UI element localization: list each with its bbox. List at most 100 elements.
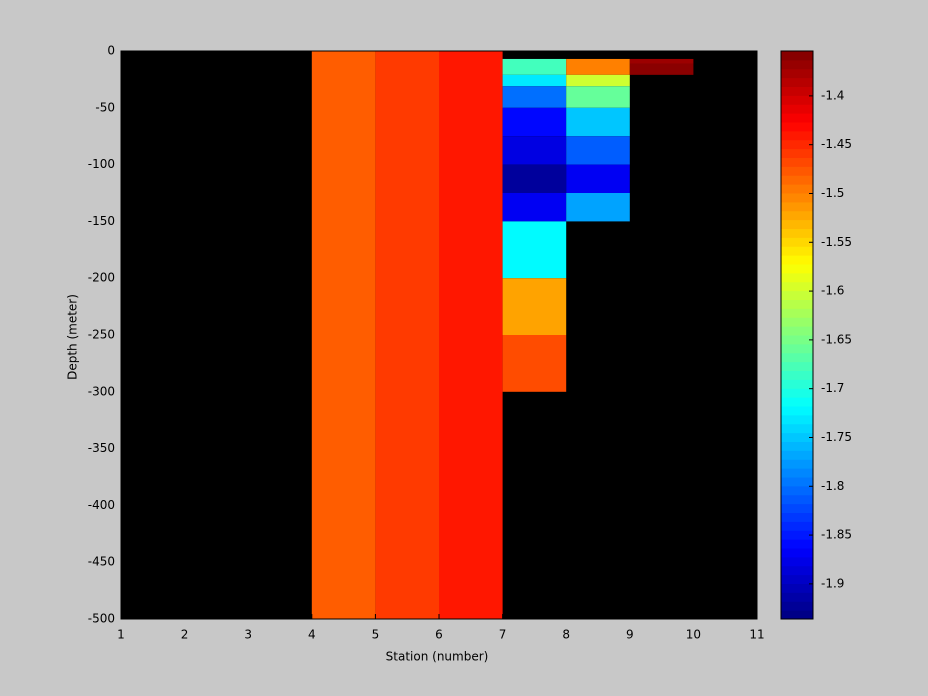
colorbar-swatch xyxy=(781,397,813,407)
colorbar-swatch xyxy=(781,494,813,505)
heat-cell xyxy=(629,58,694,64)
colorbar-swatch xyxy=(781,210,813,221)
y-axis-label: Depth (meter) xyxy=(66,294,80,380)
x-tick-label: 6 xyxy=(435,628,443,642)
colorbar-swatch xyxy=(781,148,813,158)
heat-cell xyxy=(502,193,567,222)
heat-cell xyxy=(566,107,630,137)
colorbar-tick-label: -1.6 xyxy=(821,284,844,298)
heat-cell xyxy=(566,136,630,165)
colorbar-swatch xyxy=(781,68,813,79)
colorbar-swatch xyxy=(781,521,813,531)
heat-cell xyxy=(439,51,503,619)
colorbar-swatch xyxy=(781,548,813,558)
colorbar-tick-label: -1.5 xyxy=(821,186,844,200)
x-tick-label: 9 xyxy=(626,628,634,642)
colorbar-tick-label: -1.8 xyxy=(821,479,844,493)
heat-cell xyxy=(566,74,630,87)
x-tick-label: 11 xyxy=(749,628,764,642)
colorbar-swatch xyxy=(781,530,813,540)
y-tick-label: -50 xyxy=(95,100,115,114)
colorbar-swatch xyxy=(781,326,813,336)
colorbar-swatch xyxy=(781,308,813,318)
heat-cell xyxy=(502,58,567,75)
x-tick-label: 8 xyxy=(562,628,570,642)
colorbar-tick-label: -1.4 xyxy=(821,88,844,102)
colorbar-swatch xyxy=(781,184,813,194)
x-tick-label: 4 xyxy=(308,628,316,642)
colorbar-swatch xyxy=(781,175,813,185)
colorbar-swatch xyxy=(781,139,813,150)
colorbar-tick-label: -1.75 xyxy=(821,430,852,444)
colorbar-swatch xyxy=(781,246,813,256)
colorbar-swatch xyxy=(781,361,813,371)
colorbar-swatch xyxy=(781,477,813,487)
colorbar-frame xyxy=(780,50,814,620)
colorbar-tick-label: -1.65 xyxy=(821,332,852,346)
colorbar-swatch xyxy=(781,370,813,380)
x-tick-label: 1 xyxy=(117,628,125,642)
colorbar-swatch xyxy=(781,317,813,327)
heat-cell xyxy=(502,74,567,87)
colorbar-tick-label: -1.7 xyxy=(821,381,844,395)
heat-cell xyxy=(629,63,694,75)
colorbar-swatch xyxy=(781,122,813,132)
colorbar-swatch xyxy=(781,406,813,416)
colorbar-swatch xyxy=(781,610,813,620)
colorbar-swatch xyxy=(781,601,813,611)
colorbar-swatch xyxy=(781,503,813,513)
colorbar-swatch xyxy=(781,86,813,96)
colorbar-swatch xyxy=(781,565,813,576)
colorbar-swatch xyxy=(781,335,813,345)
colorbar-swatch xyxy=(781,299,813,309)
heat-cell xyxy=(502,164,567,193)
y-tick-label: -150 xyxy=(88,214,115,228)
x-tick-label: 2 xyxy=(181,628,189,642)
y-tick-label: -250 xyxy=(88,328,115,342)
colorbar-tick-label: -1.55 xyxy=(821,235,852,249)
colorbar-swatch xyxy=(781,272,813,283)
heat-cell xyxy=(502,136,567,165)
heat-cell xyxy=(566,86,630,108)
colorbar-swatch xyxy=(781,379,813,389)
x-tick-label: 10 xyxy=(686,628,701,642)
heat-cell xyxy=(566,58,630,75)
colorbar-swatch xyxy=(781,228,813,238)
colorbar-swatch xyxy=(781,512,813,522)
colorbar-swatch xyxy=(781,255,813,265)
heat-cell xyxy=(502,335,567,392)
colorbar-swatch xyxy=(781,414,813,425)
colorbar-swatch xyxy=(781,583,813,593)
colorbar-swatch xyxy=(781,485,813,496)
colorbar-swatch xyxy=(781,77,813,87)
colorbar-swatch xyxy=(781,352,813,363)
heat-cell xyxy=(311,51,376,619)
colorbar-tick-label: -1.45 xyxy=(821,137,852,151)
colorbar-swatch xyxy=(781,468,813,478)
colorbar-swatch xyxy=(781,574,813,584)
x-tick-label: 3 xyxy=(244,628,252,642)
colorbar-swatch xyxy=(781,432,813,442)
y-tick-label: -300 xyxy=(88,384,115,398)
heat-cell xyxy=(566,164,630,193)
colorbar-swatch xyxy=(781,51,813,61)
x-tick-label: 5 xyxy=(372,628,380,642)
colorbar-tick-label: -1.85 xyxy=(821,528,852,542)
colorbar-swatch xyxy=(781,219,813,229)
colorbar-swatch xyxy=(781,130,813,141)
heat-cell xyxy=(566,193,630,222)
colorbar-swatch xyxy=(781,539,813,549)
colorbar-swatch xyxy=(781,423,813,434)
colorbar-swatch xyxy=(781,264,813,274)
heat-cell xyxy=(502,221,567,279)
colorbar-swatch xyxy=(781,95,813,105)
colorbar-swatch xyxy=(781,556,813,567)
colorbar-swatch xyxy=(781,290,813,300)
colorbar-swatch xyxy=(781,441,813,451)
colorbar-swatch xyxy=(781,388,813,398)
y-tick-label: -500 xyxy=(88,612,115,626)
y-tick-label: -100 xyxy=(88,157,115,171)
colorbar-tick-label: -1.9 xyxy=(821,576,844,590)
colorbar-swatch xyxy=(781,201,813,212)
